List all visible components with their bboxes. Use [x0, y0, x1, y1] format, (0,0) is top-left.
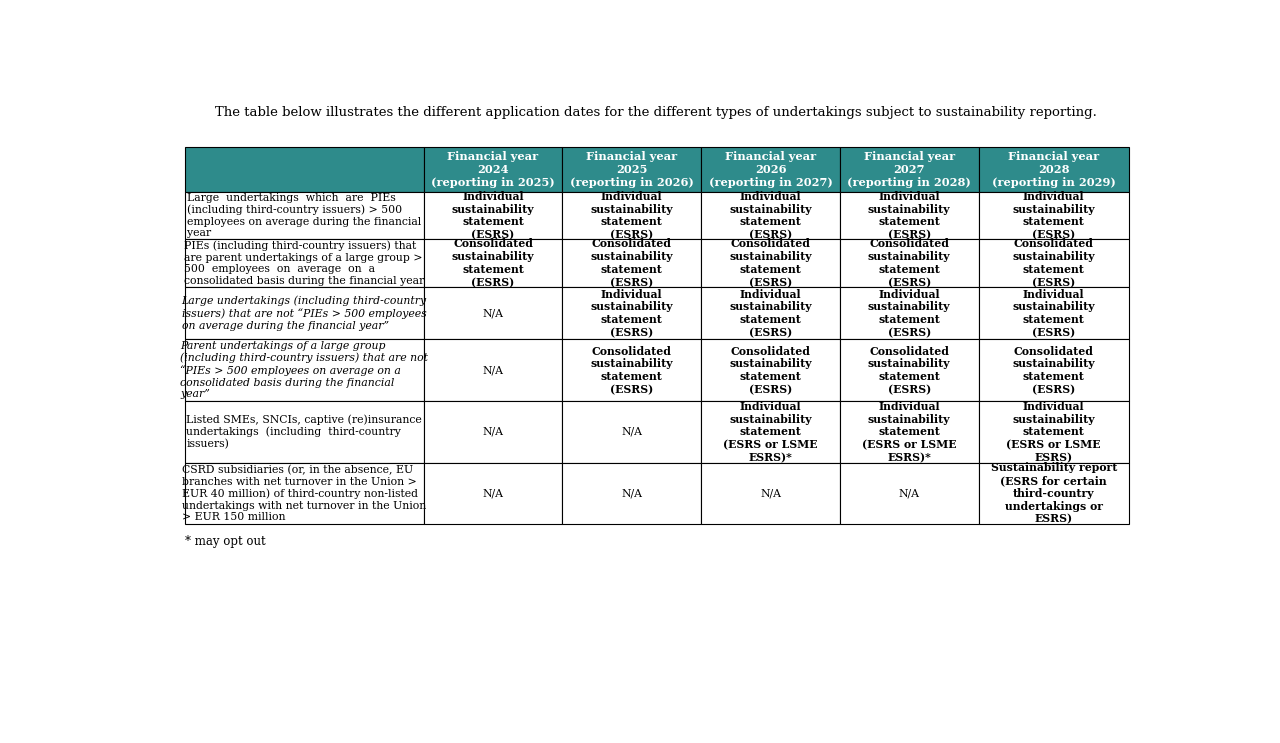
- Bar: [424, 287, 562, 340]
- Bar: [840, 287, 979, 340]
- Text: N/A: N/A: [760, 488, 781, 499]
- Bar: [562, 192, 701, 239]
- Text: Financial year
2025
(reporting in 2026): Financial year 2025 (reporting in 2026): [570, 151, 694, 187]
- Text: Large  undertakings  which  are  PIEs
(including third-country issuers) > 500
em: Large undertakings which are PIEs (inclu…: [187, 192, 421, 239]
- Bar: [184, 192, 424, 239]
- Text: N/A: N/A: [621, 426, 643, 437]
- Bar: [184, 287, 424, 340]
- Text: PIEs (including third-country issuers) that
are parent undertakings of a large g: PIEs (including third-country issuers) t…: [184, 241, 425, 286]
- Text: Listed SMEs, SNCIs, captive (re)insurance
undertakings  (including  third-countr: Listed SMEs, SNCIs, captive (re)insuranc…: [187, 415, 422, 450]
- Text: Individual
sustainability
statement
(ESRS or LSME
ESRS)*: Individual sustainability statement (ESR…: [861, 400, 956, 463]
- Text: N/A: N/A: [483, 426, 503, 437]
- Text: N/A: N/A: [483, 308, 503, 318]
- Text: Sustainability report
(ESRS for certain
third-country
undertakings or
ESRS): Sustainability report (ESRS for certain …: [991, 462, 1117, 525]
- Bar: [424, 340, 562, 401]
- Text: Individual
sustainability
statement
(ESRS): Individual sustainability statement (ESR…: [1012, 191, 1094, 240]
- Bar: [562, 340, 701, 401]
- Bar: [701, 340, 840, 401]
- Bar: [840, 192, 979, 239]
- Bar: [979, 340, 1129, 401]
- Bar: [840, 401, 979, 463]
- Bar: [840, 147, 979, 192]
- Bar: [562, 401, 701, 463]
- Bar: [184, 147, 424, 192]
- Bar: [184, 463, 424, 525]
- Text: N/A: N/A: [621, 488, 643, 499]
- Bar: [184, 401, 424, 463]
- Bar: [701, 239, 840, 287]
- Text: Individual
sustainability
statement
(ESRS or LSME
ESRS)*: Individual sustainability statement (ESR…: [723, 400, 818, 463]
- Text: Consolidated
sustainability
statement
(ESRS): Consolidated sustainability statement (E…: [590, 239, 673, 288]
- Bar: [701, 192, 840, 239]
- Bar: [424, 192, 562, 239]
- Text: Financial year
2024
(reporting in 2025): Financial year 2024 (reporting in 2025): [431, 151, 554, 187]
- Bar: [701, 401, 840, 463]
- Text: Individual
sustainability
statement
(ESRS): Individual sustainability statement (ESR…: [868, 288, 951, 338]
- Text: Parent undertakings of a large group
(including third-country issuers) that are : Parent undertakings of a large group (in…: [180, 341, 429, 399]
- Bar: [424, 239, 562, 287]
- Text: Consolidated
sustainability
statement
(ESRS): Consolidated sustainability statement (E…: [452, 239, 534, 288]
- Bar: [979, 192, 1129, 239]
- Text: Consolidated
sustainability
statement
(ESRS): Consolidated sustainability statement (E…: [868, 239, 951, 288]
- Text: Individual
sustainability
statement
(ESRS or LSME
ESRS): Individual sustainability statement (ESR…: [1006, 400, 1101, 463]
- Text: Individual
sustainability
statement
(ESRS): Individual sustainability statement (ESR…: [868, 191, 951, 240]
- Bar: [562, 147, 701, 192]
- Bar: [424, 463, 562, 525]
- Text: Individual
sustainability
statement
(ESRS): Individual sustainability statement (ESR…: [730, 288, 812, 338]
- Text: Financial year
2027
(reporting in 2028): Financial year 2027 (reporting in 2028): [847, 151, 972, 187]
- Text: Consolidated
sustainability
statement
(ESRS): Consolidated sustainability statement (E…: [1012, 239, 1094, 288]
- Text: The table below illustrates the different application dates for the different ty: The table below illustrates the differen…: [215, 106, 1097, 119]
- Bar: [979, 401, 1129, 463]
- Text: CSRD subsidiaries (or, in the absence, EU
branches with net turnover in the Unio: CSRD subsidiaries (or, in the absence, E…: [182, 464, 426, 522]
- Text: N/A: N/A: [483, 488, 503, 499]
- Text: N/A: N/A: [899, 488, 920, 499]
- Text: Individual
sustainability
statement
(ESRS): Individual sustainability statement (ESR…: [590, 288, 673, 338]
- Bar: [184, 239, 424, 287]
- Text: Large undertakings (including third-country
issuers) that are not “PIEs > 500 em: Large undertakings (including third-coun…: [182, 296, 426, 331]
- Text: Individual
sustainability
statement
(ESRS): Individual sustainability statement (ESR…: [452, 191, 534, 240]
- Bar: [979, 147, 1129, 192]
- Bar: [701, 287, 840, 340]
- Text: * may opt out: * may opt out: [184, 535, 265, 548]
- Bar: [840, 239, 979, 287]
- Bar: [184, 340, 424, 401]
- Bar: [424, 401, 562, 463]
- Text: Individual
sustainability
statement
(ESRS): Individual sustainability statement (ESR…: [1012, 288, 1094, 338]
- Text: Consolidated
sustainability
statement
(ESRS): Consolidated sustainability statement (E…: [730, 239, 812, 288]
- Text: Consolidated
sustainability
statement
(ESRS): Consolidated sustainability statement (E…: [868, 345, 951, 395]
- Text: Consolidated
sustainability
statement
(ESRS): Consolidated sustainability statement (E…: [590, 345, 673, 395]
- Bar: [562, 287, 701, 340]
- Text: Financial year
2028
(reporting in 2029): Financial year 2028 (reporting in 2029): [992, 151, 1116, 187]
- Bar: [701, 463, 840, 525]
- Text: Individual
sustainability
statement
(ESRS): Individual sustainability statement (ESR…: [730, 191, 812, 240]
- Text: Consolidated
sustainability
statement
(ESRS): Consolidated sustainability statement (E…: [730, 345, 812, 395]
- Text: Individual
sustainability
statement
(ESRS): Individual sustainability statement (ESR…: [590, 191, 673, 240]
- Bar: [979, 239, 1129, 287]
- Text: N/A: N/A: [483, 366, 503, 375]
- Text: Financial year
2026
(reporting in 2027): Financial year 2026 (reporting in 2027): [709, 151, 832, 187]
- Bar: [562, 239, 701, 287]
- Bar: [979, 463, 1129, 525]
- Bar: [979, 287, 1129, 340]
- Bar: [840, 463, 979, 525]
- Bar: [701, 147, 840, 192]
- Bar: [840, 340, 979, 401]
- Bar: [562, 463, 701, 525]
- Text: Consolidated
sustainability
statement
(ESRS): Consolidated sustainability statement (E…: [1012, 345, 1094, 395]
- Bar: [424, 147, 562, 192]
